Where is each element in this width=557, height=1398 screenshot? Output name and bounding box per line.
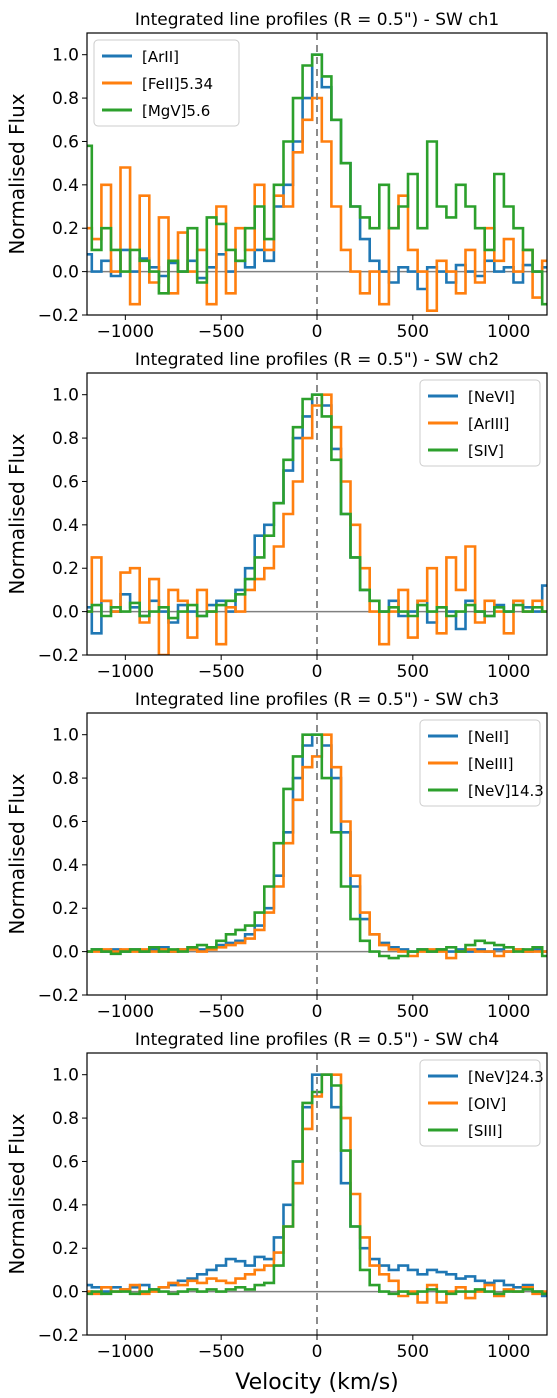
y-tick-label: −0.2	[38, 306, 79, 326]
y-tick-label: 0.4	[52, 516, 79, 536]
legend-box	[419, 1059, 541, 1147]
legend-label: [OIV]	[468, 1095, 506, 1113]
x-tick-label: −500	[198, 662, 245, 682]
y-tick-label: 1.0	[52, 46, 79, 66]
legend-box	[419, 379, 541, 467]
series-line-3	[87, 733, 547, 960]
x-tick-label: 1000	[487, 1342, 530, 1362]
y-tick-label: 0.4	[52, 856, 79, 876]
legend: [NeV]24.3 [OIV] [SIII]	[419, 1059, 544, 1147]
series-line-3	[87, 393, 547, 620]
series-line-3	[87, 1073, 547, 1296]
x-tick-label: −1000	[97, 1342, 155, 1362]
x-tick-label: 500	[397, 662, 429, 682]
y-tick-label: −0.2	[38, 1326, 79, 1346]
x-tick-label: 500	[397, 1342, 429, 1362]
y-tick-label: 0.0	[52, 1283, 79, 1303]
panel-1: Integrated line profiles (R = 0.5") - SW…	[5, 10, 548, 342]
y-tick-label: 0.8	[52, 1109, 79, 1129]
y-tick-label: 0.2	[52, 1239, 79, 1259]
y-tick-label: 0.2	[52, 899, 79, 919]
y-tick-label: 1.0	[52, 386, 79, 406]
series-line-3	[87, 53, 547, 306]
panel-title: Integrated line profiles (R = 0.5") - SW…	[135, 10, 499, 30]
panel-3: Integrated line profiles (R = 0.5") - SW…	[5, 690, 548, 1022]
legend-label: [ArIII]	[468, 415, 509, 433]
x-tick-label: −1000	[97, 662, 155, 682]
y-tick-label: 0.0	[52, 263, 79, 283]
legend-label: [FeII]5.34	[142, 75, 213, 93]
legend-label: [NeV]14.3	[468, 782, 544, 800]
y-tick-label: 0.0	[52, 603, 79, 623]
panel-title: Integrated line profiles (R = 0.5") - SW…	[135, 1030, 499, 1050]
y-axis-label: Normalised Flux	[5, 433, 29, 594]
plot-area	[87, 733, 547, 960]
legend-label: [SIV]	[468, 442, 504, 460]
panel-4: Integrated line profiles (R = 0.5") - SW…	[5, 1030, 548, 1395]
y-tick-label: 0.0	[52, 943, 79, 963]
y-tick-label: 0.6	[52, 132, 79, 152]
y-tick-label: −0.2	[38, 646, 79, 666]
series-line-2	[87, 393, 547, 655]
legend-label: [NeIII]	[468, 755, 513, 773]
y-axis-label: Normalised Flux	[5, 1113, 29, 1274]
x-tick-label: 500	[397, 322, 429, 342]
legend-box	[419, 719, 541, 807]
x-tick-label: −1000	[97, 1002, 155, 1022]
plot-area	[87, 1073, 547, 1304]
legend-label: [NeII]	[468, 728, 509, 746]
x-tick-label: 500	[397, 1002, 429, 1022]
x-tick-label: 1000	[487, 322, 530, 342]
panel-2: Integrated line profiles (R = 0.5") - SW…	[5, 350, 548, 682]
x-tick-label: −500	[198, 1002, 245, 1022]
legend: [NeII] [NeIII] [NeV]14.3	[419, 719, 544, 807]
x-axis-label: Velocity (km/s)	[235, 1370, 399, 1395]
x-tick-label: 0	[312, 322, 323, 342]
legend-label: [MgV]5.6	[142, 102, 210, 120]
x-tick-label: 1000	[487, 1002, 530, 1022]
y-tick-label: 0.6	[52, 812, 79, 832]
y-tick-label: 0.8	[52, 89, 79, 109]
x-tick-label: −500	[198, 1342, 245, 1362]
x-tick-label: 0	[312, 1002, 323, 1022]
legend-box	[93, 39, 240, 127]
y-tick-label: 0.8	[52, 429, 79, 449]
y-axis-label: Normalised Flux	[5, 93, 29, 254]
x-tick-label: 0	[312, 662, 323, 682]
y-tick-label: 0.6	[52, 1152, 79, 1172]
legend-label: [NeV]24.3	[468, 1068, 544, 1086]
y-tick-label: 0.8	[52, 769, 79, 789]
legend-label: [SIII]	[468, 1122, 503, 1140]
y-tick-label: 0.2	[52, 219, 79, 239]
y-tick-label: −0.2	[38, 986, 79, 1006]
legend-label: [NeVI]	[468, 388, 515, 406]
y-tick-label: 0.4	[52, 1196, 79, 1216]
x-tick-label: 1000	[487, 662, 530, 682]
x-tick-label: −1000	[97, 322, 155, 342]
y-tick-label: 0.2	[52, 559, 79, 579]
legend-label: [ArII]	[142, 48, 179, 66]
legend: [ArII] [FeII]5.34 [MgV]5.6	[93, 39, 240, 127]
legend: [NeVI] [ArIII] [SIV]	[419, 379, 541, 467]
y-axis-label: Normalised Flux	[5, 773, 29, 934]
x-tick-label: 0	[312, 1342, 323, 1362]
y-tick-label: 1.0	[52, 726, 79, 746]
panel-title: Integrated line profiles (R = 0.5") - SW…	[135, 350, 499, 370]
panel-title: Integrated line profiles (R = 0.5") - SW…	[135, 690, 499, 710]
plot-area	[87, 393, 547, 655]
y-tick-label: 0.6	[52, 472, 79, 492]
y-tick-label: 0.4	[52, 176, 79, 196]
x-tick-label: −500	[198, 322, 245, 342]
y-tick-label: 1.0	[52, 1066, 79, 1086]
